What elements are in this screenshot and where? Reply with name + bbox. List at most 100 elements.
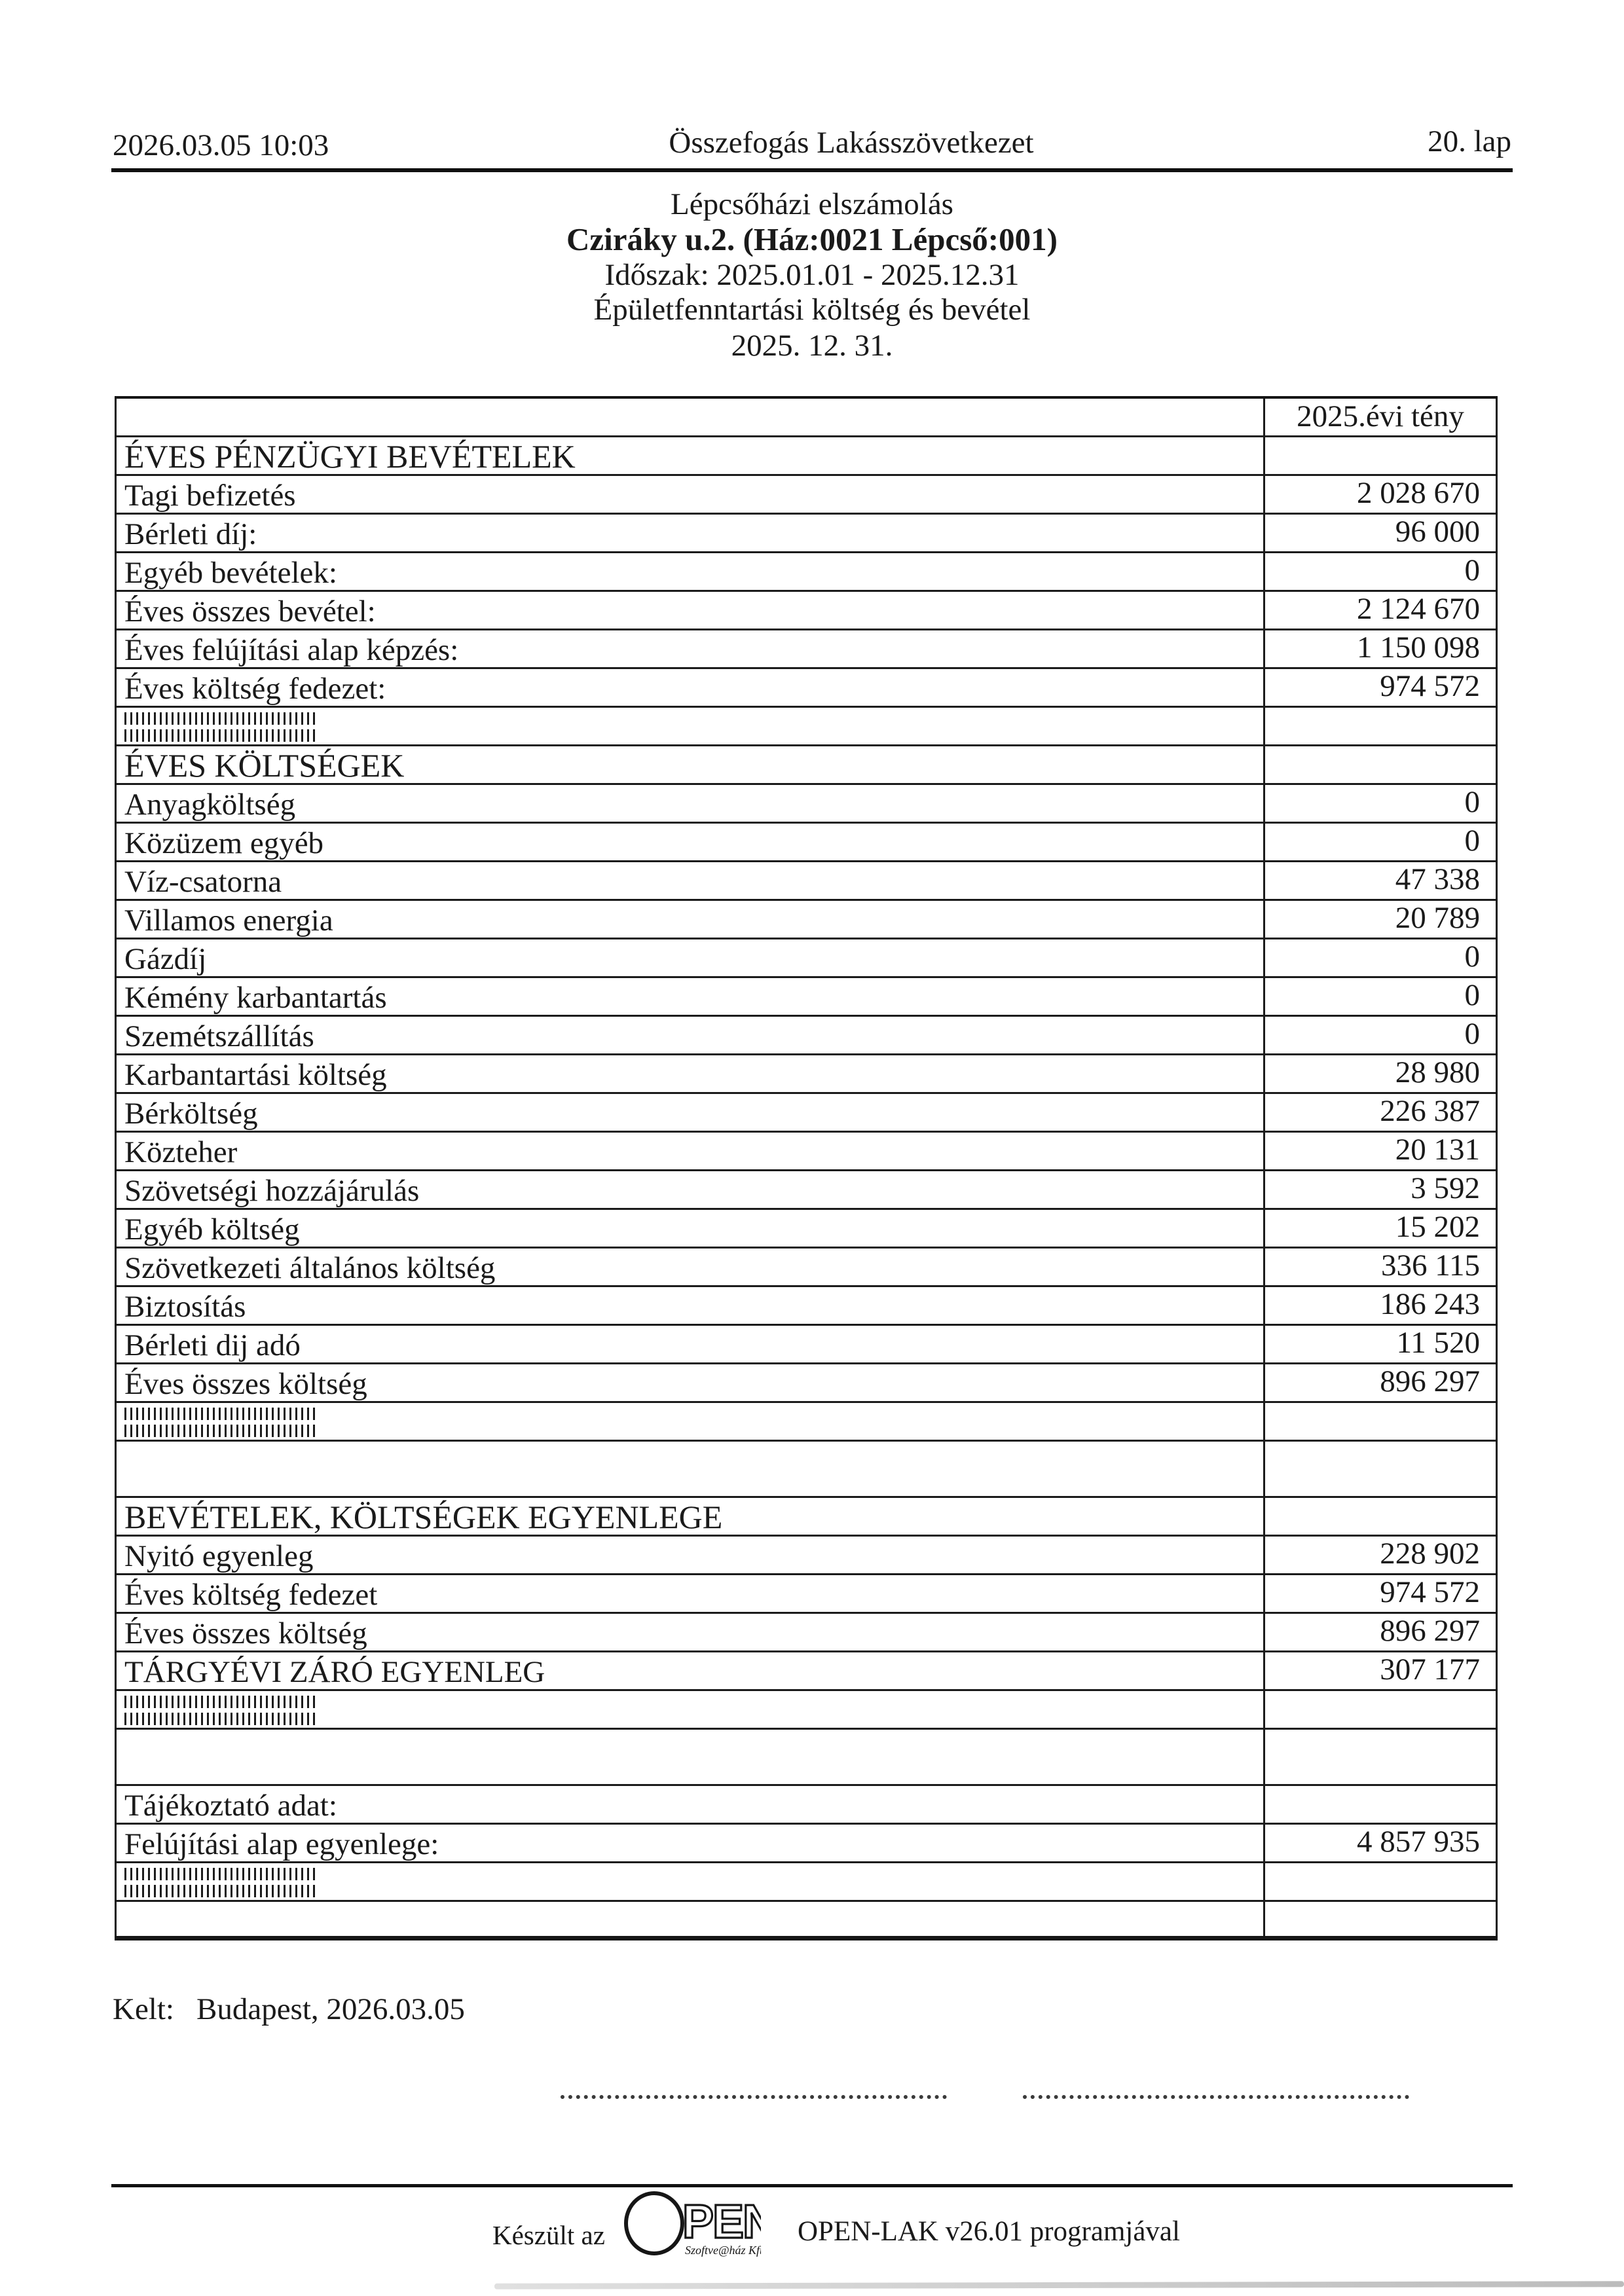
signature-line — [1023, 2095, 1409, 2099]
row-value-cell — [1263, 1498, 1496, 1535]
table-row: Tagi befizetés 2 028 670 — [117, 476, 1496, 515]
table-row — [117, 1902, 1496, 1936]
row-value-cell — [1263, 708, 1496, 744]
row-value: 20 789 — [1395, 901, 1480, 935]
table-row: Gázdíj 0 — [117, 939, 1496, 978]
table-row: Anyagköltség 0 — [117, 785, 1496, 824]
report-datetime: 2026.03.05 10:03 — [113, 128, 329, 162]
row-value: 11 520 — [1396, 1326, 1480, 1360]
row-label: Éves felújítási alap képzés: — [124, 633, 459, 667]
row-value: 4 857 935 — [1357, 1825, 1480, 1859]
row-label-cell: Éves összes költség — [117, 1364, 1263, 1401]
table-row — [117, 708, 1496, 746]
row-label-cell: Nyitó egyenleg — [117, 1537, 1263, 1573]
table-row: Szövetségi hozzájárulás 3 592 — [117, 1171, 1496, 1210]
row-value: 896 297 — [1380, 1614, 1480, 1648]
row-value-cell: 896 297 — [1263, 1614, 1496, 1650]
table-row: Éves összes költség 896 297 — [117, 1614, 1496, 1652]
table-row: Biztosítás 186 243 — [117, 1287, 1496, 1326]
section-label: ÉVES PÉNZÜGYI BEVÉTELEK — [124, 438, 576, 474]
report-title: Lépcsőházi elszámolás — [671, 187, 953, 221]
row-value-cell: 228 902 — [1263, 1537, 1496, 1573]
row-value: 0 — [1464, 1017, 1481, 1051]
row-value-cell: 974 572 — [1263, 1575, 1496, 1612]
row-label: Biztosítás — [124, 1290, 246, 1324]
report-period: Időszak: 2025.01.01 - 2025.12.31 — [604, 258, 1020, 292]
row-label-cell: Közteher — [117, 1133, 1263, 1169]
report-address: Cziráky u.2. (Ház:0021 Lépcső:001) — [566, 221, 1058, 257]
row-value-cell: 2 124 670 — [1263, 592, 1496, 629]
barcode-fill — [124, 1713, 316, 1725]
program-name: OPEN-LAK v26.01 programjával — [798, 2216, 1180, 2247]
row-value-cell — [1263, 1691, 1496, 1728]
table-row: Éves költség fedezet: 974 572 — [117, 669, 1496, 708]
table-row — [117, 1442, 1496, 1498]
row-label-cell: Éves összes bevétel: — [117, 592, 1263, 629]
table-row: Karbantartási költség 28 980 — [117, 1055, 1496, 1094]
section-label: BEVÉTELEK, KÖLTSÉGEK EGYENLEGE — [124, 1499, 723, 1535]
table-row: Bérleti dij adó 11 520 — [117, 1326, 1496, 1364]
row-value-cell — [1263, 1786, 1496, 1823]
row-label: Éves összes költség — [124, 1616, 367, 1650]
barcode-fill — [124, 1408, 316, 1420]
row-value: 0 — [1464, 978, 1481, 1012]
row-value-cell: 0 — [1263, 1017, 1496, 1053]
row-value-cell — [1263, 437, 1496, 474]
row-value-cell: 2025.évi tény — [1263, 399, 1496, 435]
row-value-cell: 96 000 — [1263, 515, 1496, 551]
row-value-cell: 20 131 — [1263, 1133, 1496, 1169]
open-logo: PEN Szoftve@ház Kft — [624, 2191, 761, 2257]
row-value-cell: 0 — [1263, 553, 1496, 590]
table-row: Éves összes bevétel: 2 124 670 — [117, 592, 1496, 630]
row-label-cell: Egyéb költség — [117, 1210, 1263, 1247]
row-value: 28 980 — [1395, 1055, 1480, 1089]
row-label-cell: Egyéb bevételek: — [117, 553, 1263, 590]
kelt-line: Kelt: Budapest, 2026.03.05 — [113, 1992, 465, 2027]
row-value: 20 131 — [1395, 1133, 1480, 1167]
row-label-cell — [117, 1730, 1263, 1784]
row-label-cell: Közüzem egyéb — [117, 824, 1263, 860]
row-value: 1 150 098 — [1357, 630, 1480, 665]
row-value-cell — [1263, 1730, 1496, 1784]
table-row: Közteher 20 131 — [117, 1133, 1496, 1171]
table-row: Felújítási alap egyenlege: 4 857 935 — [117, 1825, 1496, 1863]
row-label-cell: Biztosítás — [117, 1287, 1263, 1324]
row-label-cell: Éves felújítási alap képzés: — [117, 630, 1263, 667]
signature-line — [561, 2095, 947, 2099]
table-row: Tájékoztató adat: — [117, 1786, 1496, 1825]
row-label-cell: Bérleti dij adó — [117, 1326, 1263, 1362]
row-label-cell: Éves költség fedezet: — [117, 669, 1263, 706]
table-row: Nyitó egyenleg 228 902 — [117, 1537, 1496, 1575]
row-label: Víz-csatorna — [124, 865, 282, 899]
row-label: Bérleti díj: — [124, 517, 257, 551]
table-row: Éves összes költség 896 297 — [117, 1364, 1496, 1403]
row-label-cell: Tájékoztató adat: — [117, 1786, 1263, 1823]
table-row: Villamos energia 20 789 — [117, 901, 1496, 939]
table-row: ÉVES KÖLTSÉGEK — [117, 746, 1496, 785]
section-label: ÉVES KÖLTSÉGEK — [124, 747, 405, 783]
row-value: 974 572 — [1380, 669, 1480, 703]
row-label-cell: Anyagköltség — [117, 785, 1263, 822]
row-value-cell: 186 243 — [1263, 1287, 1496, 1324]
row-value-cell: 974 572 — [1263, 669, 1496, 706]
page-number: 20. lap — [1428, 124, 1511, 158]
row-value: 896 297 — [1380, 1364, 1480, 1398]
table-row: Kémény karbantartás 0 — [117, 978, 1496, 1017]
row-label: Bérköltség — [124, 1097, 258, 1131]
row-label-cell: Bérleti díj: — [117, 515, 1263, 551]
row-value: 0 — [1464, 939, 1481, 974]
row-value-cell: 226 387 — [1263, 1094, 1496, 1131]
row-label: Éves összes költség — [124, 1367, 367, 1401]
table-row — [117, 1403, 1496, 1442]
row-label: Nyitó egyenleg — [124, 1539, 314, 1573]
report-date: 2025. 12. 31. — [731, 329, 893, 363]
row-label-cell — [117, 1691, 1263, 1728]
row-value: 0 — [1464, 824, 1481, 858]
row-label: Egyéb bevételek: — [124, 556, 337, 590]
row-label: Tájékoztató adat: — [124, 1789, 337, 1823]
row-label: Felújítási alap egyenlege: — [124, 1827, 439, 1861]
row-label-cell: Szemétszállítás — [117, 1017, 1263, 1053]
row-value-cell: 2 028 670 — [1263, 476, 1496, 513]
barcode-fill — [124, 712, 316, 725]
